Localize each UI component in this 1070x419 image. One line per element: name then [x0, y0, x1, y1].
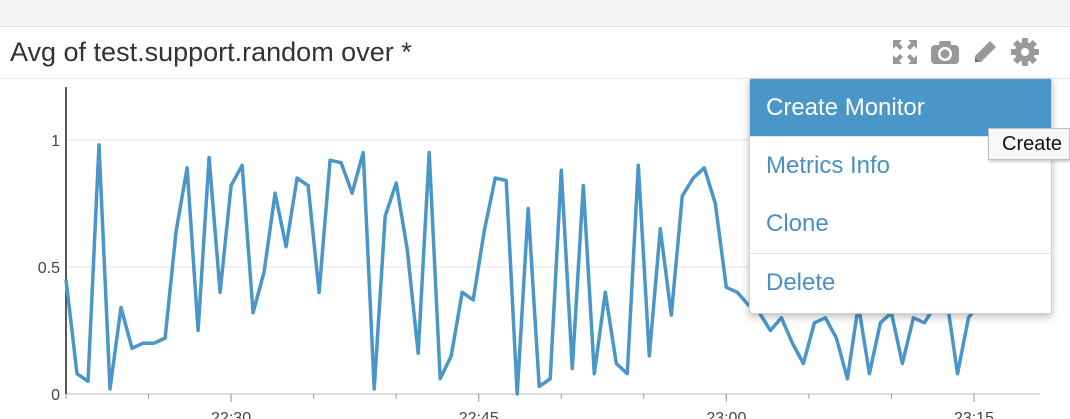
menu-divider: [750, 136, 1051, 137]
y-tick-label: 0: [51, 387, 60, 404]
menu-item-clone[interactable]: Clone: [766, 210, 829, 237]
context-menu: Create Monitor Metrics Info Clone Delete: [749, 78, 1052, 314]
y-tick-label: 1: [51, 133, 60, 150]
menu-divider: [750, 253, 1051, 254]
menu-item-create-monitor[interactable]: Create Monitor: [750, 79, 1051, 136]
x-tick-label: 22:30: [211, 410, 251, 419]
y-tick-label: 0.5: [38, 260, 60, 277]
widget-header: Avg of test.support.random over *: [0, 27, 1070, 79]
menu-item-metrics-info[interactable]: Metrics Info: [766, 152, 891, 179]
pencil-icon[interactable]: [970, 37, 1000, 67]
widget-title: Avg of test.support.random over *: [10, 37, 412, 67]
x-tick-label: 22:45: [459, 410, 499, 419]
gear-icon[interactable]: [1010, 37, 1040, 67]
camera-icon[interactable]: [930, 37, 960, 67]
menu-item-delete[interactable]: Delete: [766, 269, 836, 296]
widget-toolbar: [890, 37, 1040, 67]
x-tick-label: 23:00: [706, 410, 746, 419]
x-tick-label: 23:15: [954, 410, 994, 419]
expand-icon[interactable]: [890, 37, 920, 67]
tooltip: Create: [988, 128, 1070, 160]
series-line: [64, 143, 992, 396]
